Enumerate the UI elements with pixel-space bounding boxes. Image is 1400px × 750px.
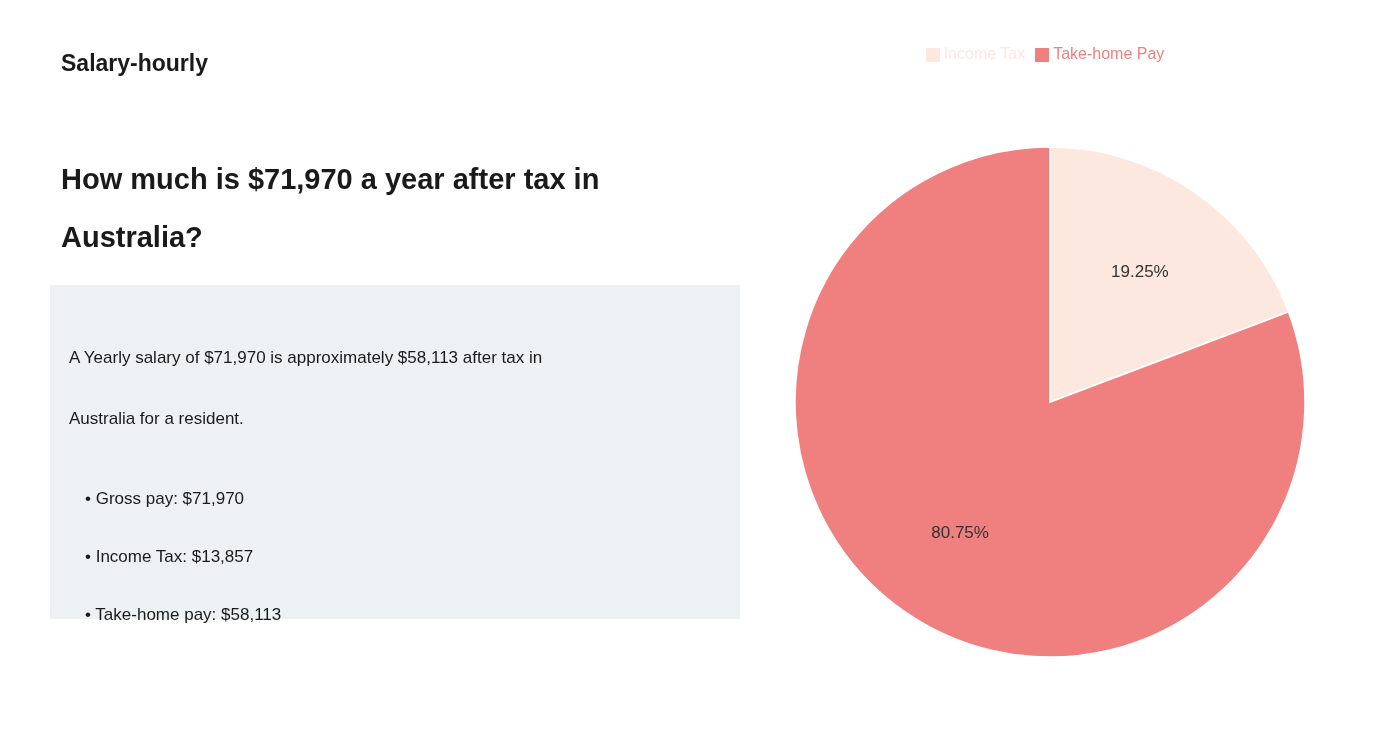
svg-text:19.25%: 19.25% xyxy=(1111,262,1169,281)
html-text:Australia?: Australia? xyxy=(61,221,203,253)
html-text:Australia for a resident.: Australia for a resident. xyxy=(69,409,244,428)
html-text:A Yearly salary of $71,970 is: A Yearly salary of $71,970 is approximat… xyxy=(69,348,543,367)
html-text:• Gross pay: $71,970: • Gross pay: $71,970 xyxy=(85,489,244,508)
html-text:• Take-home pay: $58,113: • Take-home pay: $58,113 xyxy=(85,605,282,624)
html-text:Income Tax: Income Tax xyxy=(943,45,1026,62)
html-text:Take-home Pay: Take-home Pay xyxy=(1053,45,1165,62)
svg-text:80.75%: 80.75% xyxy=(931,523,989,542)
html-text:Salary-hourly: Salary-hourly xyxy=(61,50,208,76)
html-text:How much is $71,970 a year aft: How much is $71,970 a year after tax in xyxy=(61,163,600,195)
html-text:• Income Tax: $13,857: • Income Tax: $13,857 xyxy=(85,547,254,566)
